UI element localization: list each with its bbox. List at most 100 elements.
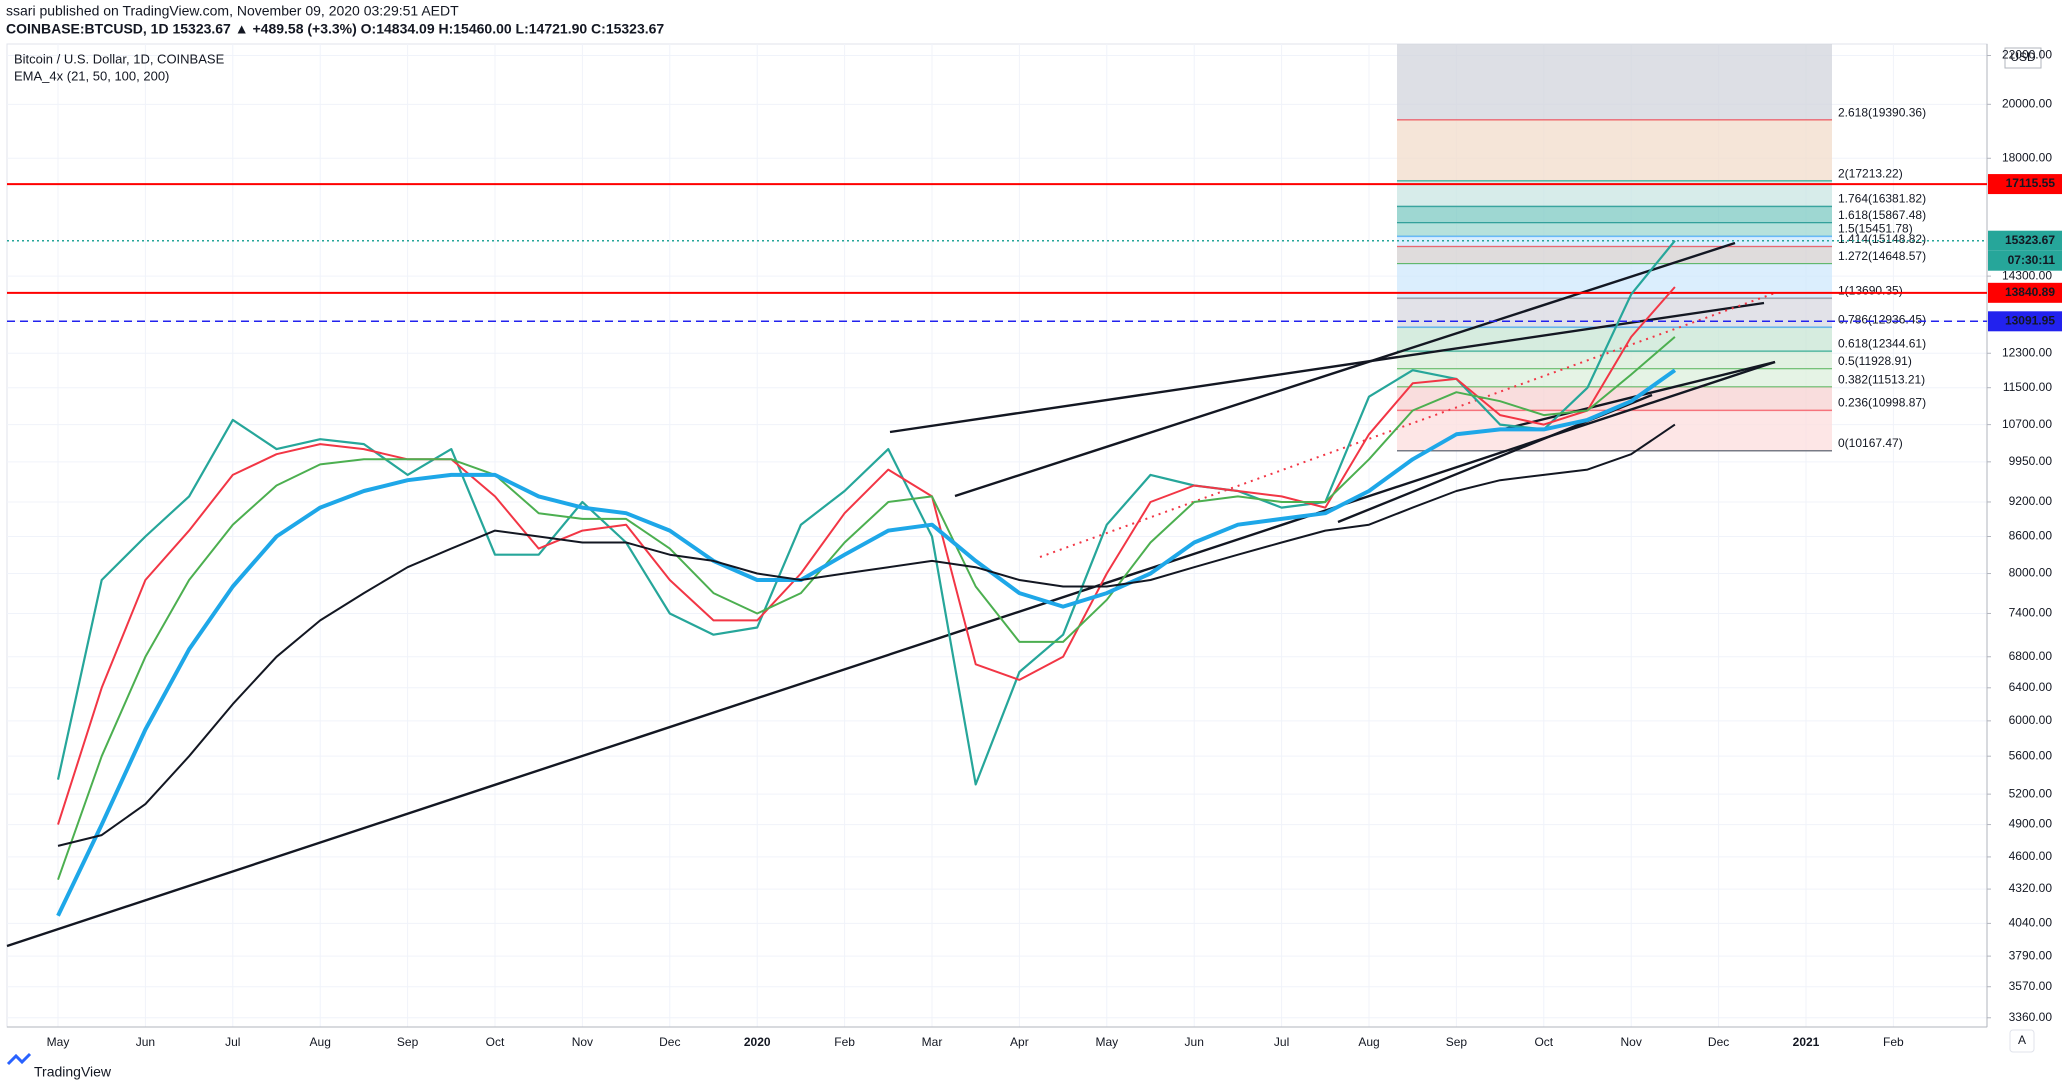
y-tick-label: 5200.00 [2009, 786, 2053, 800]
fib-band [1397, 351, 1832, 369]
chart-subtitle: EMA_4x (21, 50, 100, 200) [14, 68, 169, 83]
fib-label: 1.764(16381.82) [1838, 192, 1926, 206]
price-tag [1988, 311, 2062, 332]
fib-band [1397, 120, 1832, 182]
auto-label[interactable]: A [2018, 1033, 2026, 1047]
fib-band [1397, 236, 1832, 247]
series-line [56, 240, 1676, 786]
fib-label: 0.618(12344.61) [1838, 337, 1926, 351]
x-tick-label: Jul [1274, 1035, 1289, 1049]
fib-label: 0.5(11928.91) [1838, 354, 1912, 368]
fib-band [1397, 222, 1832, 237]
countdown: 07:30:11 [2008, 253, 2056, 267]
price-axis [1988, 44, 2062, 1027]
price-tag [1988, 230, 2062, 251]
y-tick-label: 3360.00 [2009, 1010, 2053, 1024]
y-tick-label: 9200.00 [2009, 494, 2053, 508]
countdown-tag [1988, 250, 2062, 271]
series-line [56, 368, 1677, 917]
x-tick-label: 2020 [744, 1035, 771, 1049]
price-tag-label: 13091.95 [2005, 313, 2055, 327]
y-tick-label: 11500.00 [2003, 380, 2052, 394]
currency-box [2004, 47, 2042, 69]
x-tick-label: Aug [310, 1035, 331, 1049]
trendline [889, 301, 1765, 434]
price-tag [1988, 174, 2062, 195]
fib-label: 1(13690.35) [1838, 284, 1903, 298]
x-tick-label: Apr [1010, 1035, 1029, 1049]
auto-button[interactable] [2009, 1029, 2035, 1053]
fib-band [1397, 387, 1832, 411]
series-line [57, 423, 1676, 847]
x-tick-label: May [47, 1035, 70, 1049]
y-tick-label: 4040.00 [2009, 916, 2053, 930]
brand: TradingView [34, 1064, 112, 1080]
x-tick-label: Feb [834, 1035, 855, 1049]
x-tick-label: Jun [136, 1035, 155, 1049]
trendline [6, 360, 1776, 948]
price-tag-label: 13840.89 [2005, 285, 2055, 299]
fib-band [1397, 44, 1832, 121]
fib-band [1397, 298, 1832, 328]
price-tag-label: 17115.55 [2006, 176, 2056, 190]
x-tick-label: 2021 [1793, 1035, 1820, 1049]
fib-label: 1.618(15867.48) [1838, 208, 1926, 222]
fib-band [1397, 206, 1832, 223]
fib-label: 1.272(14648.57) [1838, 249, 1926, 263]
y-tick-label: 7400.00 [2009, 606, 2053, 620]
y-tick-label: 4320.00 [2009, 881, 2053, 895]
fib-band [1397, 181, 1832, 207]
y-tick-label: 20000.00 [2002, 96, 2052, 110]
y-tick-label: 22000.00 [2002, 48, 2052, 62]
y-tick-label: 9950.00 [2009, 454, 2053, 468]
fib-label: 2(17213.22) [1838, 166, 1903, 180]
trendline [954, 241, 1736, 498]
fib-label: 0(10167.47) [1838, 436, 1903, 450]
series-line [57, 336, 1676, 881]
y-tick-label: 8600.00 [2009, 529, 2053, 543]
x-tick-label: Jul [225, 1035, 240, 1049]
series-line [57, 286, 1676, 825]
x-tick-label: Nov [572, 1035, 593, 1049]
x-tick-label: Nov [1621, 1035, 1642, 1049]
price-tag-label: 15323.67 [2005, 233, 2055, 247]
y-tick-label: 4600.00 [2009, 849, 2053, 863]
y-tick-label: 14300.00 [2002, 268, 2052, 282]
fib-band [1397, 368, 1832, 388]
x-tick-label: Dec [1708, 1035, 1729, 1049]
y-tick-label: 12300.00 [2002, 345, 2052, 359]
y-tick-label: 6000.00 [2009, 713, 2053, 727]
x-tick-label: Jun [1185, 1035, 1204, 1049]
x-tick-label: Dec [659, 1035, 680, 1049]
y-tick-label: 3570.00 [2009, 979, 2053, 993]
y-tick-label: 4900.00 [2009, 817, 2053, 831]
quote: COINBASE:BTCUSD, 1D 15323.67 ▲ +489.58 (… [6, 21, 664, 37]
logo [6, 1052, 32, 1066]
x-tick-label: Sep [397, 1035, 419, 1049]
x-tick-label: May [1095, 1035, 1118, 1049]
fib-band [1397, 410, 1832, 451]
y-tick-label: 6800.00 [2009, 649, 2053, 663]
x-tick-label: Oct [486, 1035, 505, 1049]
x-tick-label: Feb [1883, 1035, 1904, 1049]
y-tick-label: 5600.00 [2009, 748, 2053, 762]
chart-title: Bitcoin / U.S. Dollar, 1D, COINBASE [14, 51, 225, 66]
publisher: ssari published on TradingView.com, Nove… [6, 3, 459, 19]
y-tick-label: 3790.00 [2009, 948, 2053, 962]
y-tick-label: 18000.00 [2002, 150, 2052, 164]
fib-band [1397, 246, 1832, 264]
fib-label: 0.786(12936.45) [1838, 313, 1926, 327]
x-tick-label: Sep [1446, 1035, 1468, 1049]
fib-label: 0.236(10998.87) [1838, 396, 1926, 410]
y-tick-label: 10700.00 [2002, 417, 2052, 431]
currency: USD [2010, 50, 2036, 64]
fib-label: 2.618(19390.36) [1838, 105, 1926, 119]
fib-label: 1.5(15451.78) [1838, 222, 1913, 236]
y-tick-label: 6400.00 [2009, 680, 2053, 694]
fib-label: 0.382(11513.21) [1838, 372, 1925, 386]
y-tick-label: 8000.00 [2009, 566, 2053, 580]
x-tick-label: Aug [1358, 1035, 1379, 1049]
x-tick-label: Oct [1534, 1035, 1553, 1049]
fib-band [1397, 327, 1832, 352]
